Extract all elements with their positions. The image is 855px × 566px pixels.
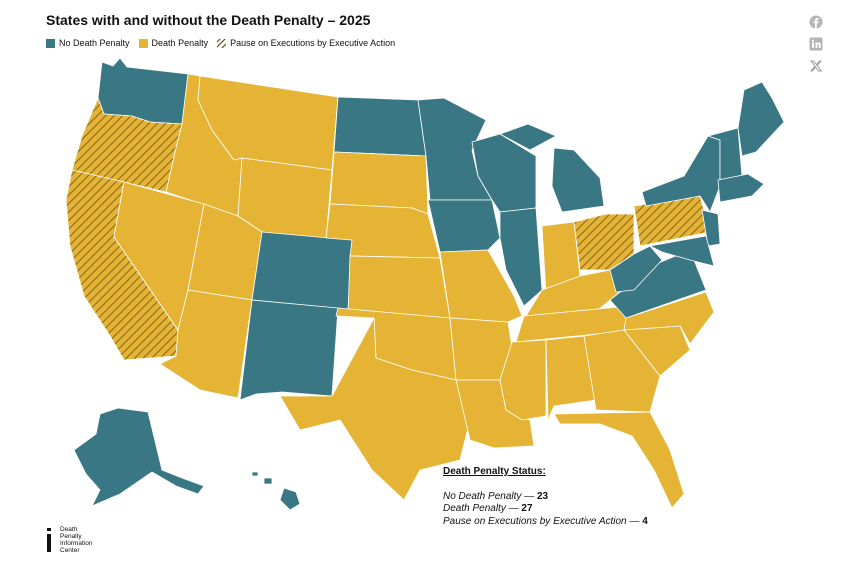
linkedin-icon[interactable] xyxy=(809,37,823,51)
state-colorado xyxy=(251,231,353,311)
legend-item-no-death-penalty: No Death Penalty xyxy=(46,38,130,48)
status-label: Death Penalty — xyxy=(443,503,519,514)
facebook-icon[interactable] xyxy=(809,15,823,29)
status-heading: Death Penalty Status: xyxy=(443,466,546,477)
status-row-death-penalty: Death Penalty — 27 xyxy=(443,503,648,516)
status-count: 27 xyxy=(521,503,533,514)
logo-line: Penalty xyxy=(60,533,82,540)
map-legend: No Death Penalty Death Penalty Pause on … xyxy=(46,38,404,48)
x-icon[interactable] xyxy=(809,59,823,73)
state-massachusetts-ct-ri xyxy=(717,173,765,203)
legend-swatch-pause xyxy=(217,38,227,48)
status-count: 23 xyxy=(536,490,549,502)
status-count: 4 xyxy=(642,515,648,527)
status-label: Pause on Executions by Executive Action … xyxy=(443,515,640,527)
logo-line: Death xyxy=(60,526,78,533)
legend-label-death-penalty: Death Penalty xyxy=(151,38,209,48)
logo-line: Center xyxy=(60,547,80,554)
logo-line: Information xyxy=(60,540,93,547)
state-alabama xyxy=(545,335,597,421)
legend-swatch-no-death-penalty xyxy=(46,38,55,48)
state-michigan-upper xyxy=(499,123,557,151)
status-label: No Death Penalty — xyxy=(443,490,535,502)
state-kansas xyxy=(347,255,451,319)
state-washington xyxy=(97,57,189,125)
map-title: States with and without the Death Penalt… xyxy=(46,12,371,28)
state-michigan xyxy=(551,147,605,213)
legend-label-pause: Pause on Executions by Executive Action xyxy=(230,38,396,48)
state-west-virginia xyxy=(609,245,663,293)
legend-swatch-death-penalty xyxy=(138,38,148,48)
state-north-dakota xyxy=(333,96,427,157)
status-summary: Death Penalty Status: No Death Penalty —… xyxy=(443,466,648,528)
share-bar xyxy=(809,15,823,81)
state-new-mexico xyxy=(239,299,339,401)
state-texas xyxy=(279,317,471,501)
legend-label-no-death-penalty: No Death Penalty xyxy=(59,38,130,48)
dpic-logo[interactable]: Death Penalty Information Center xyxy=(46,526,110,554)
state-alaska xyxy=(73,407,205,507)
state-georgia xyxy=(583,329,661,413)
state-maryland-delaware xyxy=(649,235,715,267)
status-row-no-death-penalty: No Death Penalty — 23 xyxy=(443,491,648,504)
state-north-carolina xyxy=(623,291,715,345)
legend-item-death-penalty: Death Penalty xyxy=(138,38,209,48)
state-iowa xyxy=(427,199,501,253)
legend-item-pause: Pause on Executions by Executive Action xyxy=(217,38,395,48)
logo-mark-icon xyxy=(47,528,51,552)
state-florida xyxy=(553,411,685,509)
logo-text: Death Penalty Information Center xyxy=(60,526,110,554)
state-hawaii xyxy=(251,471,301,511)
state-illinois xyxy=(499,207,543,307)
status-row-pause: Pause on Executions by Executive Action … xyxy=(443,516,648,529)
state-maine xyxy=(737,81,785,157)
